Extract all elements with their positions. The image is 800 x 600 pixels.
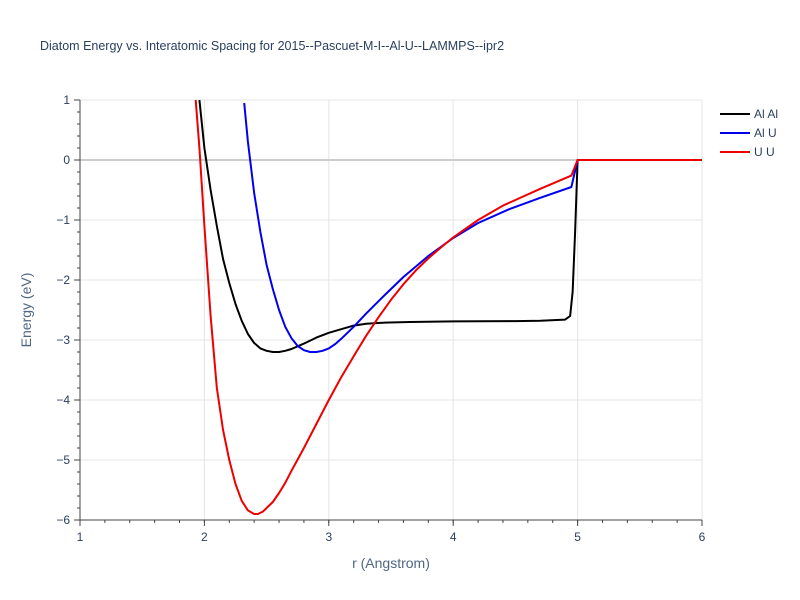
y-tick-label: −4	[56, 393, 70, 407]
x-tick-label: 5	[574, 530, 581, 544]
x-tick-label: 2	[201, 530, 208, 544]
y-ticks: 1 0 −1 −2 −3 −4 −5 −6	[56, 93, 80, 527]
series-line-al-al	[198, 100, 702, 353]
legend-item-u-u[interactable]: U U	[720, 145, 775, 159]
y-axis-title: Energy (eV)	[18, 273, 34, 348]
series-line-al-u	[243, 102, 702, 353]
legend-label: U U	[754, 145, 775, 159]
y-tick-label: −6	[56, 513, 70, 527]
legend-item-al-u[interactable]: Al U	[720, 126, 777, 140]
x-axis-title: r (Angstrom)	[352, 555, 430, 571]
x-tick-label: 6	[699, 530, 706, 544]
y-tick-label: −5	[56, 453, 70, 467]
y-tick-label: −2	[56, 273, 70, 287]
series-line-u-u	[194, 100, 702, 515]
x-ticks: 1 2 3 4 5 6	[77, 520, 706, 544]
x-tick-label: 3	[325, 530, 332, 544]
x-tick-label: 1	[77, 530, 84, 544]
series-group	[194, 100, 702, 515]
y-tick-label: −3	[56, 333, 70, 347]
legend-label: Al Al	[754, 107, 778, 121]
legend-label: Al U	[754, 126, 777, 140]
legend-item-al-al[interactable]: Al Al	[720, 107, 778, 121]
y-tick-label: 0	[63, 153, 70, 167]
x-tick-label: 4	[450, 530, 457, 544]
axes	[77, 99, 703, 523]
legend[interactable]: Al Al Al U U U	[720, 107, 778, 159]
y-tick-label: 1	[63, 93, 70, 107]
y-tick-label: −1	[56, 213, 70, 227]
chart-title: Diatom Energy vs. Interatomic Spacing fo…	[40, 39, 504, 53]
